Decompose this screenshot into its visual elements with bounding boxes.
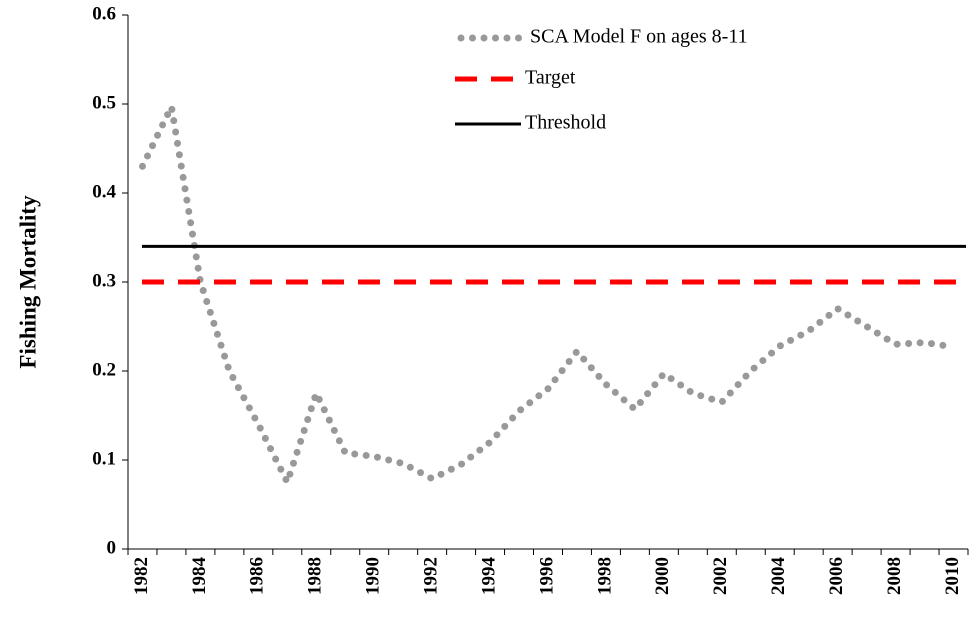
x-tick-label: 1990: [363, 557, 384, 595]
legend-label: SCA Model F on ages 8-11: [530, 26, 748, 48]
x-tick-label: 1998: [594, 557, 615, 595]
y-tick-label: 0.5: [92, 92, 116, 113]
x-tick-label: 2010: [942, 557, 963, 595]
x-tick-label: 2002: [710, 557, 731, 595]
y-tick-label: 0.6: [92, 3, 116, 24]
y-tick-label: 0.1: [92, 448, 116, 469]
x-tick-label: 1992: [420, 557, 441, 595]
x-tick-label: 2008: [884, 557, 905, 595]
y-tick-label: 0: [107, 537, 117, 558]
x-tick-label: 2006: [826, 557, 847, 595]
x-tick-label: 1994: [478, 557, 499, 596]
legend-label: Threshold: [525, 112, 606, 134]
x-tick-label: 1996: [536, 557, 557, 595]
x-tick-label: 1984: [189, 557, 210, 596]
x-tick-label: 1982: [131, 557, 152, 595]
y-axis-label: Fishing Mortality: [15, 195, 40, 369]
x-tick-label: 2000: [652, 557, 673, 595]
y-tick-label: 0.2: [92, 359, 116, 380]
y-tick-label: 0.3: [92, 270, 116, 291]
data-line: [138, 95, 958, 492]
y-tick-label: 0.4: [92, 181, 116, 202]
x-tick-label: 1986: [247, 557, 268, 595]
x-tick-label: 2004: [768, 557, 789, 596]
legend-label: Target: [525, 67, 576, 89]
x-tick-label: 1988: [305, 557, 326, 595]
